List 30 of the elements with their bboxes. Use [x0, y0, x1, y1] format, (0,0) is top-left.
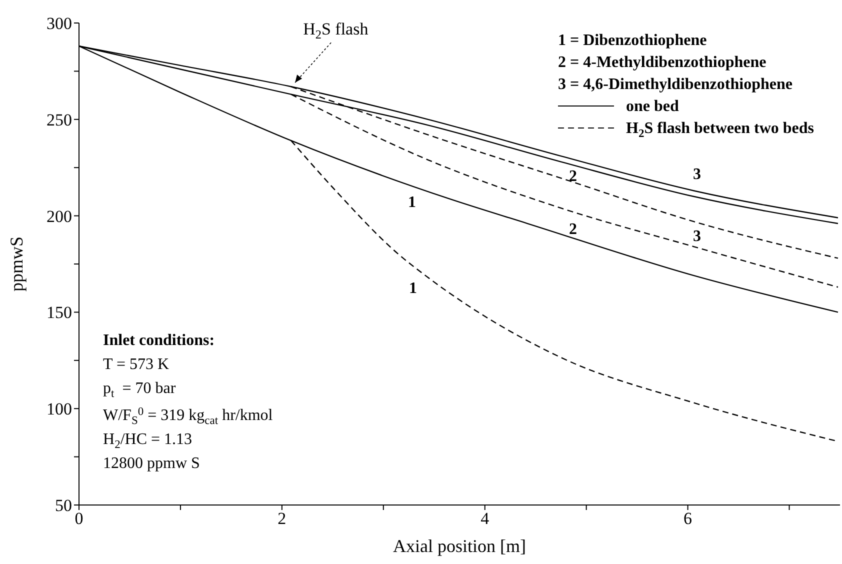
- y-tick-label: 200: [46, 206, 72, 226]
- annotation: 12800 ppmw S: [103, 455, 200, 472]
- annotation: 3: [693, 166, 701, 183]
- x-axis-title: Axial position [m]: [393, 536, 526, 556]
- annotation: one bed: [626, 98, 679, 115]
- annotation: 1: [408, 194, 416, 211]
- annotation: W/F$_{S}$$^{0}$ = 319 kg$_{cat}$ hr/kmol: [103, 406, 274, 427]
- annotation: p$_{t}$ = 70 bar: [103, 380, 176, 400]
- x-tick-label: 2: [278, 509, 286, 528]
- annotation: 3 = 4,6-Dimethyldibenzothiophene: [558, 76, 792, 93]
- x-tick-label: 6: [684, 509, 692, 528]
- y-tick-label: 50: [55, 496, 72, 516]
- annotation: H$_{2}$S flash between two beds: [626, 120, 814, 140]
- x-tick-label: 4: [480, 509, 490, 528]
- x-tick-label: 0: [74, 509, 84, 528]
- annotation: T = 573 K: [103, 356, 170, 373]
- y-axis-title: ppmwS: [6, 236, 26, 292]
- annotation: H$_{2}$/HC = 1.13: [103, 431, 192, 451]
- y-tick-label: 250: [46, 110, 72, 130]
- annotation: Inlet conditions:: [103, 332, 215, 349]
- y-tick-label: 300: [46, 14, 72, 34]
- annotation: 2: [569, 168, 577, 185]
- annotation: 3: [693, 228, 701, 245]
- annotation: 2 = 4-Methyldibenzothiophene: [558, 54, 766, 71]
- y-tick-label: 150: [46, 303, 72, 322]
- y-tick-label: 100: [46, 400, 72, 419]
- annotation: H$_{2}$S flash: [303, 20, 369, 42]
- annotation: 1 = Dibenzothiophene: [558, 32, 707, 49]
- annotation: 2: [569, 220, 577, 238]
- annotation: 1: [409, 280, 417, 297]
